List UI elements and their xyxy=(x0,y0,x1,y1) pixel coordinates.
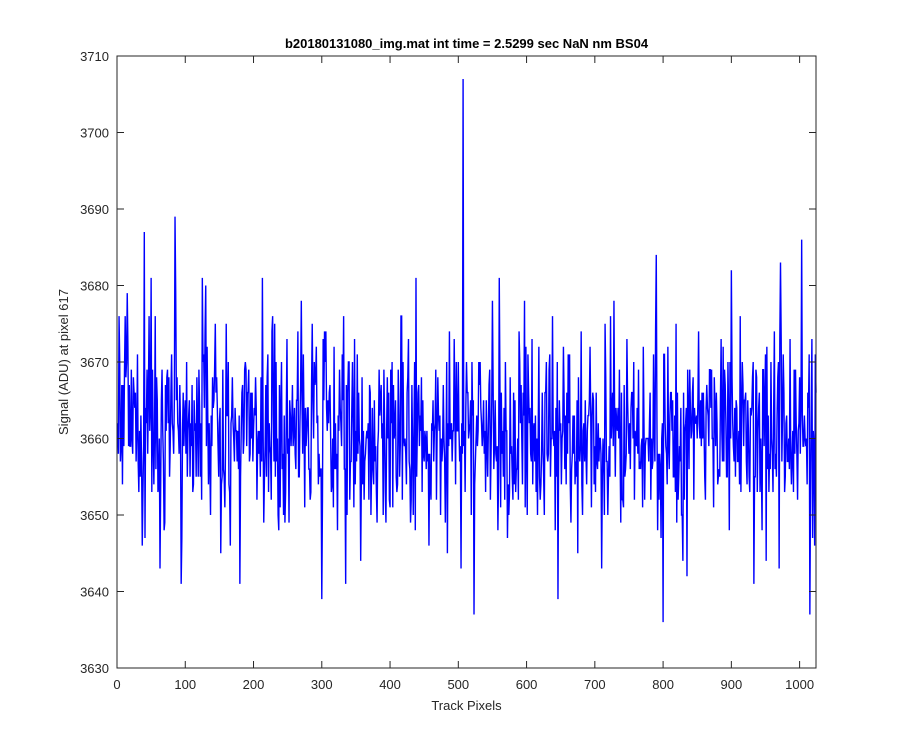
x-tick-label: 200 xyxy=(243,677,265,692)
y-tick-label: 3690 xyxy=(80,202,109,217)
x-tick-label: 500 xyxy=(447,677,469,692)
axes: 0 100 200 300 400 500 600 700 800 900 1000 3630 3640… xyxy=(80,49,817,692)
y-tick-label: 3700 xyxy=(80,126,109,141)
x-tick-label: 300 xyxy=(311,677,333,692)
x-tick-label: 800 xyxy=(652,677,674,692)
y-tick-label: 3660 xyxy=(80,432,109,447)
x-tick-label: 400 xyxy=(379,677,401,692)
x-tick-label: 0 xyxy=(113,677,120,692)
x-tick-label: 600 xyxy=(516,677,538,692)
y-tick-label: 3710 xyxy=(80,49,109,64)
x-axis-label: Track Pixels xyxy=(431,698,502,713)
x-tick-label: 100 xyxy=(174,677,196,692)
axes-box xyxy=(116,55,817,669)
y-tick-label: 3650 xyxy=(80,508,109,523)
y-tick-label: 3670 xyxy=(80,355,109,370)
y-tick-label: 3640 xyxy=(80,585,109,600)
x-tick-label: 900 xyxy=(721,677,743,692)
y-axis-label: Signal (ADU) at pixel 617 xyxy=(56,289,71,435)
y-tick-label: 3630 xyxy=(80,661,109,676)
x-tick-label: 700 xyxy=(584,677,606,692)
x-tick-label: 1000 xyxy=(785,677,814,692)
chart-title: b20180131080_img.mat int time = 2.5299 s… xyxy=(285,36,649,51)
y-tick-label: 3680 xyxy=(80,279,109,294)
series-line xyxy=(116,78,817,623)
series-layer xyxy=(116,78,817,623)
tick-layer: 0 100 200 300 400 500 600 700 800 900 1000 3630 3640… xyxy=(80,49,816,692)
